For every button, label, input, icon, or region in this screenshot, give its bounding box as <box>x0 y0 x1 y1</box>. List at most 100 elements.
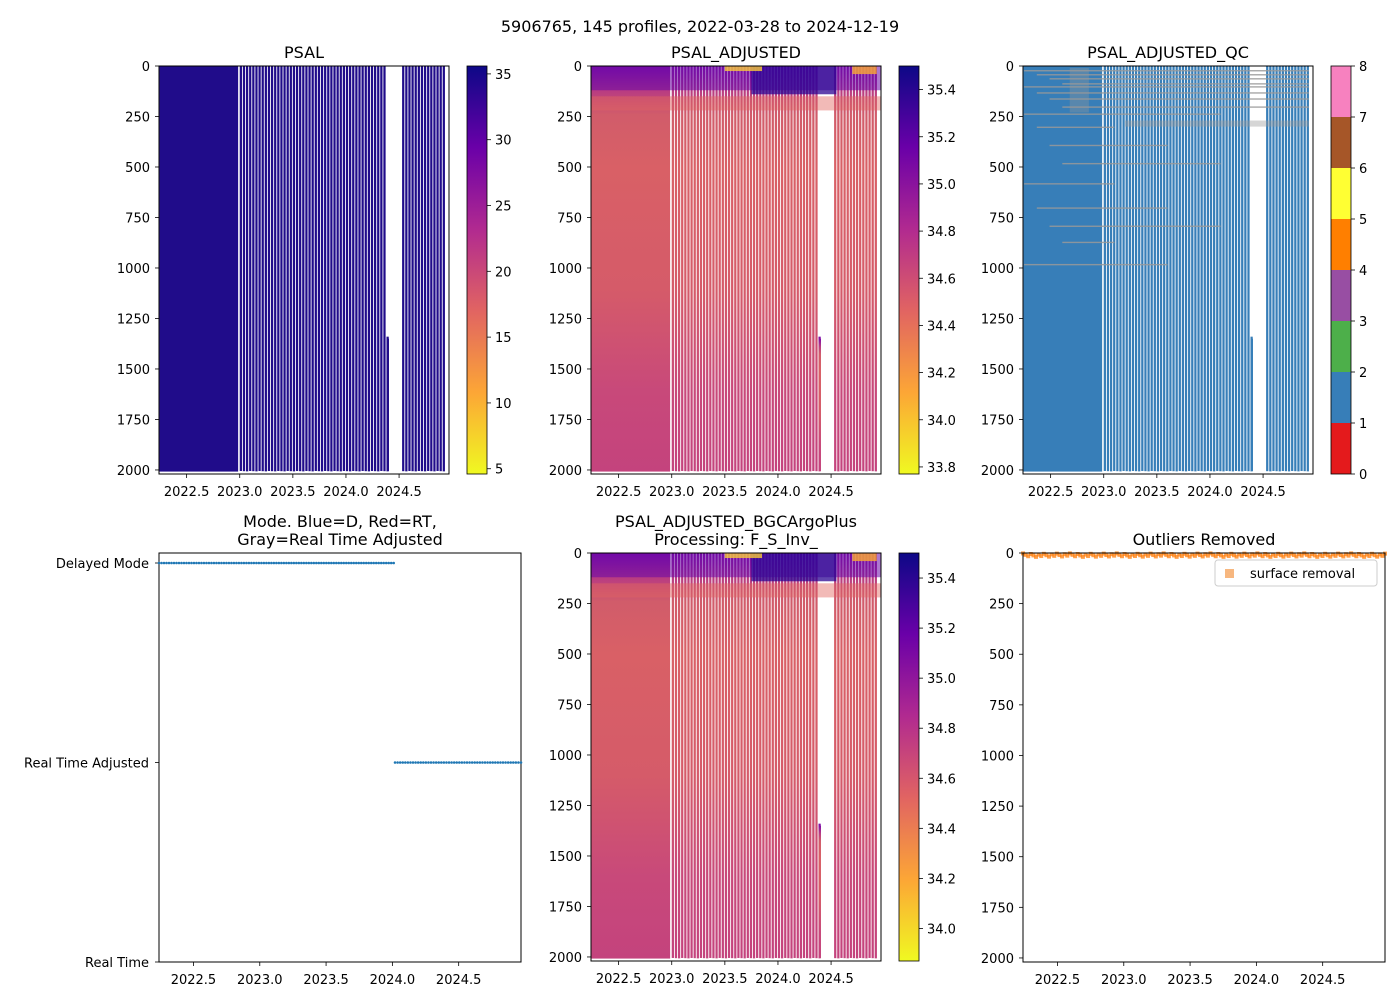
mode-point <box>501 761 505 764</box>
profile-column <box>1247 66 1250 472</box>
y-tick-label: 1250 <box>981 800 1014 815</box>
profile-column <box>411 66 414 472</box>
psal-adjusted-panel: PSAL_ADJUSTED 2022.5 2023.0 2023.5 2024.0 202… <box>549 43 956 500</box>
mode-point <box>483 761 487 764</box>
y-tick-label: 1500 <box>549 850 582 865</box>
outlier-point <box>1304 552 1309 557</box>
profile-column <box>1163 66 1166 472</box>
profile-column <box>252 66 255 472</box>
mode-point <box>329 561 333 565</box>
profile-columns <box>1023 66 1309 472</box>
profile-column <box>1109 66 1113 472</box>
outlier-point <box>1135 551 1140 556</box>
outlier-point <box>1169 552 1174 557</box>
outlier-point <box>1187 554 1192 559</box>
outlier-point <box>1049 552 1054 557</box>
outlier-point <box>1333 553 1338 558</box>
profile-column <box>765 66 768 471</box>
qc-flag-streak <box>1062 162 1221 165</box>
profile-column <box>1181 66 1185 472</box>
mode-point <box>247 561 251 565</box>
mode-point <box>312 561 316 565</box>
qc-colorbar-segment <box>1331 66 1351 117</box>
outlier-point <box>1195 551 1200 556</box>
mode-point <box>389 561 393 565</box>
colorbar-tick-label: 0 <box>1359 468 1367 483</box>
profile-column <box>790 66 793 472</box>
qc-flag-streak <box>1036 126 1115 128</box>
qc-colorbar-segment <box>1331 321 1351 372</box>
mode-point <box>349 561 353 565</box>
outlier-point <box>1278 553 1283 558</box>
mode-point <box>270 561 273 565</box>
outlier-point <box>1179 554 1184 559</box>
profile-column <box>1156 66 1160 472</box>
profile-column <box>715 66 718 472</box>
profile-column <box>777 66 781 472</box>
profile-column <box>324 66 327 471</box>
profile-column <box>740 66 743 472</box>
profile-column <box>405 66 408 472</box>
mode-point <box>310 561 313 565</box>
profile-column <box>787 553 790 959</box>
mode-point <box>257 561 261 565</box>
y-tick-label: 750 <box>989 211 1014 226</box>
outlier-point <box>1086 554 1091 559</box>
y-tick-label: 250 <box>989 110 1014 125</box>
outlier-point <box>1034 554 1039 559</box>
outlier-point <box>1362 554 1367 559</box>
profile-column <box>862 553 865 959</box>
profile-column <box>793 553 796 958</box>
mode-point <box>504 761 507 764</box>
y-tick-label: 0 <box>142 60 150 75</box>
mode-point <box>170 561 173 565</box>
mode-point <box>275 561 278 565</box>
mode-point <box>396 761 399 764</box>
mode-point <box>458 761 461 764</box>
outlier-point <box>1065 553 1070 558</box>
profile-column <box>859 66 862 471</box>
outlier-point <box>1354 554 1359 559</box>
colorbar <box>898 65 920 475</box>
mode-panel: Mode. Blue=D, Red=RT,Gray=Real Time Adju… <box>24 512 523 988</box>
profile-column <box>1278 66 1281 472</box>
profile-column <box>712 66 715 472</box>
profile-column <box>677 553 681 959</box>
mode-point <box>342 561 346 565</box>
profile-column <box>762 66 765 472</box>
mode-point <box>287 561 291 565</box>
outlier-point <box>1112 553 1117 558</box>
y-tick-label: 0 <box>574 60 582 75</box>
outlier-point <box>1070 552 1075 557</box>
outlier-point <box>1263 552 1268 557</box>
panel-title: Outliers Removed <box>1133 530 1276 549</box>
y-tick-label: 500 <box>989 648 1014 663</box>
mode-point <box>445 761 448 764</box>
profile-column <box>277 66 280 471</box>
profile-column <box>787 66 790 472</box>
profile-column <box>280 66 283 472</box>
mode-point <box>185 561 188 565</box>
outlier-point <box>1028 552 1033 557</box>
mode-point <box>327 561 331 565</box>
panel-title: PSAL_ADJUSTED_QC <box>1087 43 1249 63</box>
y-tick-label: 1500 <box>117 363 150 378</box>
outlier-point <box>1372 553 1377 558</box>
profile-column <box>812 66 815 471</box>
outlier-point <box>1284 552 1289 557</box>
mode-point <box>242 561 246 565</box>
mode-point <box>200 561 203 565</box>
profile-column <box>1166 66 1169 472</box>
outlier-point <box>1099 553 1104 558</box>
profile-column <box>267 66 271 471</box>
profile-column <box>793 66 796 471</box>
mode-point <box>237 561 241 565</box>
profile-column <box>1203 66 1206 472</box>
mode-point <box>473 761 477 764</box>
profile-column <box>1281 66 1284 471</box>
outlier-point <box>1044 553 1049 558</box>
mode-point <box>165 561 168 565</box>
y-tick-label: 500 <box>989 161 1014 176</box>
profile-column <box>1153 66 1156 472</box>
